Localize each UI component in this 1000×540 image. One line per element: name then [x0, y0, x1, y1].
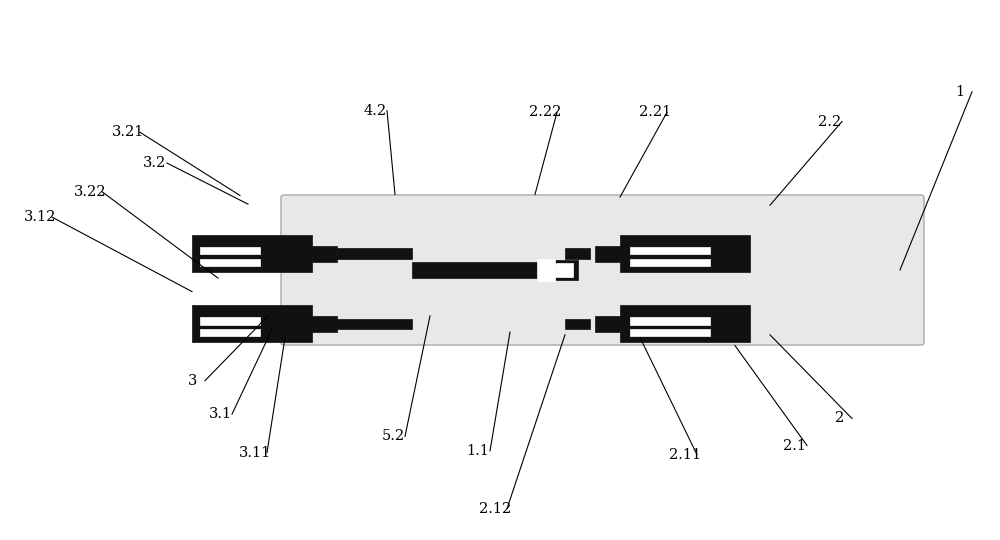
Bar — [595, 246, 620, 262]
Bar — [200, 259, 260, 266]
Bar — [620, 235, 750, 272]
Text: 3.11: 3.11 — [239, 446, 271, 460]
Text: 5.2: 5.2 — [381, 429, 405, 443]
Text: 3.1: 3.1 — [208, 407, 232, 421]
Bar — [537, 259, 555, 281]
Bar — [620, 305, 750, 342]
Text: 2: 2 — [835, 411, 845, 426]
Bar — [565, 319, 590, 329]
Bar — [630, 259, 710, 266]
Bar — [337, 319, 412, 329]
Bar — [337, 248, 412, 259]
Bar — [312, 316, 337, 332]
Text: 3.12: 3.12 — [24, 210, 56, 224]
Bar — [630, 317, 710, 325]
Bar — [312, 246, 337, 262]
Text: 1.1: 1.1 — [467, 444, 489, 458]
Text: 3.21: 3.21 — [112, 125, 144, 139]
Bar — [200, 247, 260, 254]
Text: 2.12: 2.12 — [479, 502, 511, 516]
Bar — [192, 305, 312, 342]
Bar — [565, 248, 590, 259]
Text: 4.2: 4.2 — [363, 104, 387, 118]
Text: 2.22: 2.22 — [529, 105, 561, 119]
Bar — [550, 260, 578, 280]
Text: 2.11: 2.11 — [669, 448, 701, 462]
Bar — [630, 329, 710, 336]
Text: 2.2: 2.2 — [818, 114, 842, 129]
Text: 3.2: 3.2 — [143, 156, 167, 170]
Bar — [412, 262, 565, 278]
Bar — [595, 316, 620, 332]
Text: 3.22: 3.22 — [74, 185, 106, 199]
Bar — [192, 235, 312, 272]
FancyBboxPatch shape — [281, 195, 924, 345]
Text: 2.1: 2.1 — [784, 438, 806, 453]
Bar — [555, 263, 573, 277]
Bar — [200, 317, 260, 325]
Text: 3: 3 — [188, 374, 198, 388]
Text: 2.21: 2.21 — [639, 105, 671, 119]
Bar — [630, 247, 710, 254]
Text: 1: 1 — [955, 85, 965, 99]
Bar — [200, 329, 260, 336]
